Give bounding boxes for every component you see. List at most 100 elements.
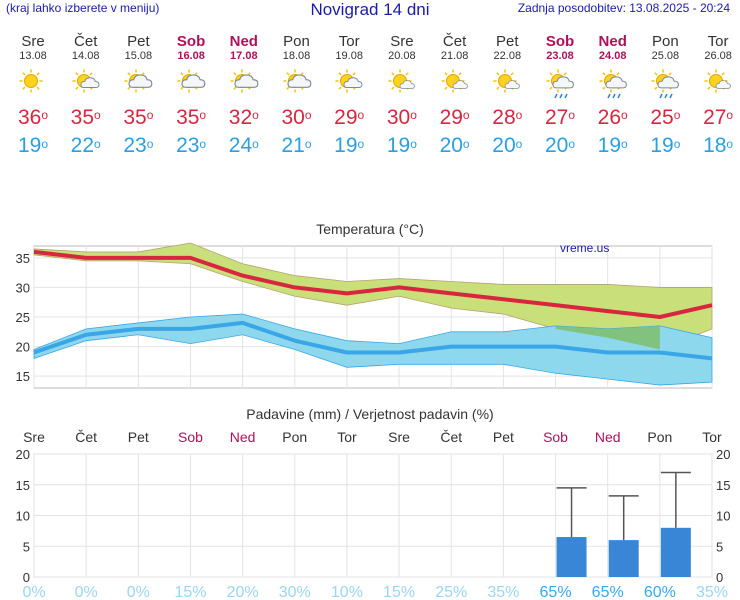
- day-column: Sob 16.08 35o 23o: [165, 34, 217, 160]
- day-date: 16.08: [177, 50, 205, 62]
- temp-max: 27o: [703, 106, 734, 129]
- watermark: vreme.us: [560, 241, 609, 255]
- day-column: Tor 19.08 29o 19o: [323, 34, 375, 160]
- sunny-icon: [7, 63, 59, 103]
- sun-small-cloud-icon: [429, 63, 481, 103]
- day-name: Sre: [390, 33, 414, 50]
- temp-max: 35o: [176, 106, 207, 129]
- temperature-chart: Temperatura (°C) 15 20 25 30 35 vreme.us: [16, 221, 713, 389]
- probability-label: 65%: [592, 584, 624, 600]
- sun-small-cloud-icon: [481, 63, 533, 103]
- x-tick-label: Ned: [595, 429, 621, 445]
- temp-min: 18o: [703, 134, 734, 157]
- temp-max: 30o: [281, 106, 312, 129]
- y-tick-label-left: 15: [16, 478, 30, 493]
- temp-min: 23o: [176, 134, 207, 157]
- precip-bar: [608, 540, 639, 577]
- sun-cloud-icon: [60, 63, 112, 103]
- probability-label: 25%: [435, 584, 467, 600]
- probability-label: 20%: [227, 584, 259, 600]
- sun-cloud-icon: [323, 63, 375, 103]
- sun-cloud-rain-icon: [639, 63, 691, 103]
- temp-max: 35o: [70, 106, 101, 129]
- day-name: Tor: [338, 33, 360, 50]
- day-date: 26.08: [704, 50, 732, 62]
- day-name: Tor: [707, 33, 729, 50]
- x-tick-label: Pet: [493, 429, 514, 445]
- y-tick-label-left: 0: [23, 570, 30, 585]
- day-date: 24.08: [598, 50, 627, 62]
- temp-min: 20o: [544, 134, 576, 157]
- day-date: 19.08: [335, 50, 363, 62]
- temp-max: 32o: [228, 106, 259, 129]
- y-tick-label: 35: [16, 251, 30, 266]
- day-date: 21.08: [440, 50, 469, 62]
- day-date: 18.08: [282, 50, 311, 62]
- partly-cloudy-icon: [271, 63, 323, 103]
- max-temp-line: [33, 249, 713, 319]
- chart-title: Padavine (mm) / Verjetnost padavin (%): [246, 406, 493, 422]
- partly-cloudy-icon: [112, 63, 164, 103]
- temp-max: 26o: [597, 106, 628, 129]
- probability-label: 35%: [696, 584, 728, 600]
- day-column: Pon 25.08 25o 19o: [639, 34, 691, 160]
- x-tick-label: Pon: [282, 429, 307, 445]
- temp-min: 22o: [70, 134, 101, 157]
- sun-small-cloud-icon: [376, 63, 428, 103]
- day-date: 22.08: [493, 50, 522, 62]
- day-name: Pet: [496, 33, 519, 50]
- page-title: Novigrad 14 dni: [310, 0, 430, 19]
- x-tick-label: Pet: [128, 429, 149, 445]
- header-note[interactable]: (kraj lahko izberete v meniju): [6, 1, 160, 15]
- probability-label: 15%: [383, 584, 415, 600]
- y-tick-label: 30: [16, 280, 30, 295]
- y-tick-label-right: 20: [716, 447, 730, 462]
- temp-min: 20o: [439, 134, 470, 157]
- day-column: Pet 22.08 28o 20o: [481, 34, 533, 160]
- temp-min: 19o: [650, 134, 681, 157]
- temp-max: 36o: [17, 106, 49, 129]
- day-date: 25.08: [651, 50, 680, 62]
- x-tick-label: Ned: [230, 429, 256, 445]
- sun-cloud-rain-icon: [534, 63, 586, 103]
- y-tick-label-right: 0: [716, 570, 723, 585]
- day-name: Čet: [74, 33, 98, 50]
- day-column: Ned 17.08 32o 24o: [218, 34, 270, 160]
- y-tick-label-left: 5: [23, 539, 30, 554]
- probability-label: 0%: [127, 584, 150, 600]
- day-date: 23.08: [546, 50, 574, 62]
- temp-min: 19o: [597, 134, 628, 157]
- temp-max: 28o: [492, 106, 523, 129]
- temp-min: 19o: [386, 134, 417, 157]
- probability-label: 15%: [174, 584, 206, 600]
- probability-label: 60%: [644, 584, 676, 600]
- temp-min: 20o: [492, 134, 523, 157]
- day-name: Pon: [652, 33, 679, 50]
- partly-cloudy-icon: [165, 63, 217, 103]
- y-tick-label-right: 15: [716, 478, 730, 493]
- day-column: Pet 15.08 35o 23o: [112, 34, 164, 160]
- y-tick-label: 25: [16, 310, 30, 325]
- probability-label: 10%: [331, 584, 363, 600]
- day-column: Tor 26.08 27o 18o: [692, 34, 740, 160]
- sun-small-cloud-icon: [692, 63, 740, 103]
- y-tick-label-right: 10: [716, 509, 730, 524]
- temp-max: 29o: [334, 106, 365, 129]
- day-date: 15.08: [124, 50, 153, 62]
- day-column: Ned 24.08 26o 19o: [587, 34, 639, 160]
- x-tick-label: Sre: [388, 429, 410, 445]
- sun-cloud-rain-icon: [587, 63, 639, 103]
- x-tick-label: Tor: [702, 429, 722, 445]
- partly-cloudy-icon: [218, 63, 270, 103]
- temp-min: 19o: [334, 134, 365, 157]
- x-tick-label: Čet: [440, 429, 462, 445]
- probability-label: 35%: [487, 584, 519, 600]
- y-tick-label-right: 5: [716, 539, 723, 554]
- precip-bar: [660, 527, 691, 577]
- max-range-band: [33, 242, 713, 350]
- precipitation-chart: Padavine (mm) / Verjetnost padavin (%) Sr…: [16, 406, 731, 600]
- y-tick-label-left: 20: [16, 447, 30, 462]
- min-range-band: [33, 313, 713, 386]
- day-name: Pon: [283, 33, 310, 50]
- temp-min: 21o: [281, 134, 312, 157]
